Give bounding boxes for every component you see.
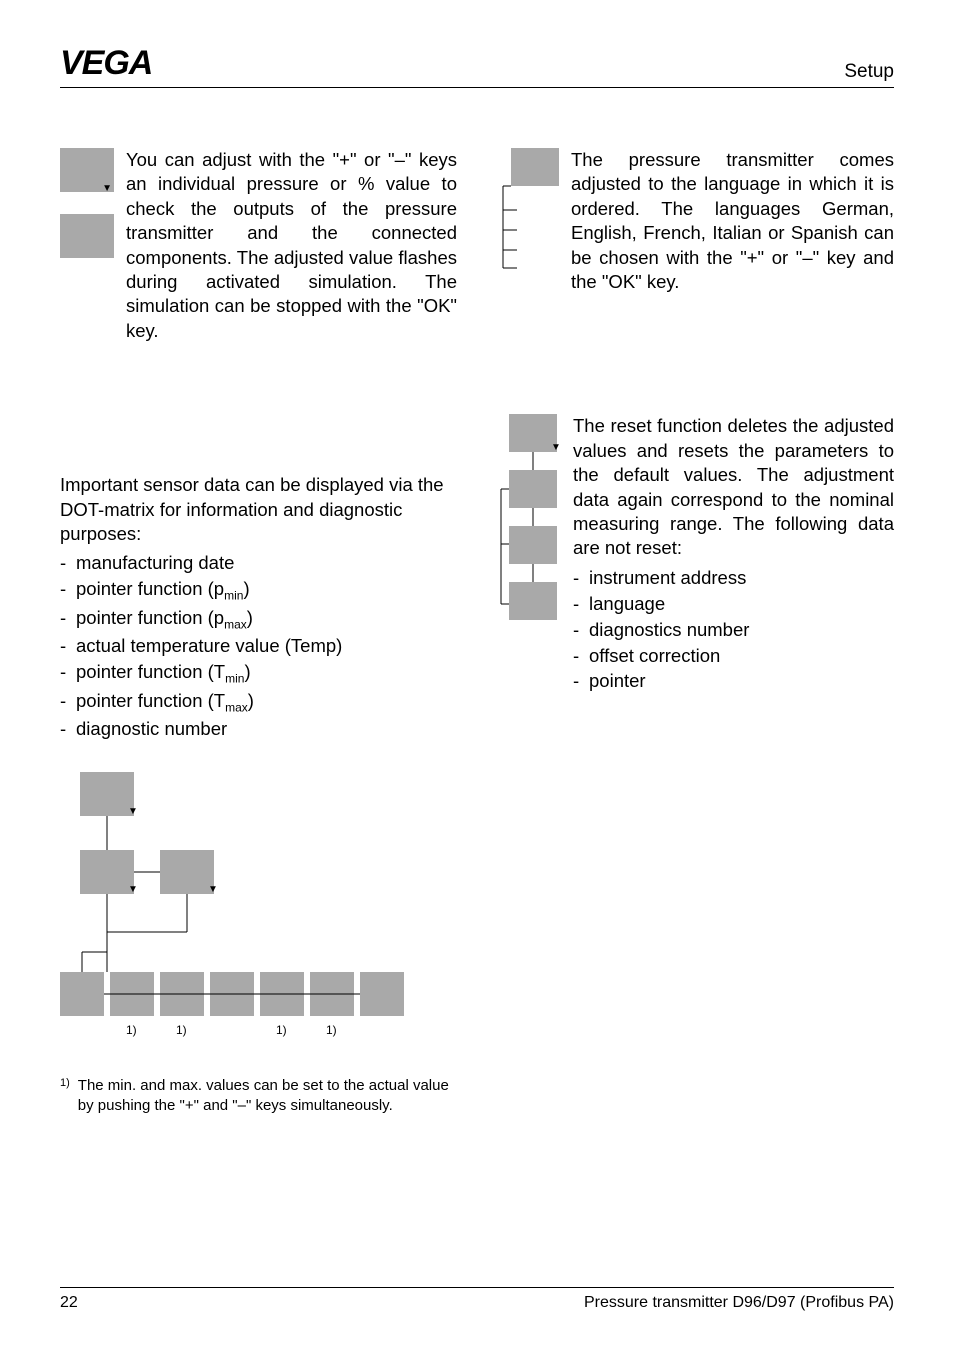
svg-text:▼: ▼ bbox=[208, 884, 218, 895]
language-text: The pressure transmitter comes adjusted … bbox=[571, 148, 894, 294]
footer-title: Pressure transmitter D96/D97 (Profibus P… bbox=[584, 1294, 894, 1312]
page-header: VEGA Setup bbox=[60, 44, 894, 88]
simulation-text: You can adjust with the "+" or "–" keys … bbox=[126, 148, 457, 343]
list-item: -manufacturing date bbox=[60, 550, 457, 576]
info-intro: Important sensor data can be displayed v… bbox=[60, 473, 457, 546]
header-section-title: Setup bbox=[844, 61, 894, 83]
simulation-icon-stack: ▼ bbox=[60, 148, 114, 343]
diag-footnote-mark: 1) bbox=[326, 1023, 337, 1037]
reset-icon-stack: ▼ bbox=[497, 414, 561, 694]
diag-footnote-mark: 1) bbox=[176, 1023, 187, 1037]
list-item: -pointer function (Tmin) bbox=[60, 659, 457, 687]
diagram-svg: ▼ ▼ ▼ bbox=[60, 772, 420, 1062]
left-column: ▼ You can adjust with the "+" or "–" key… bbox=[60, 148, 457, 1117]
logo: VEGA bbox=[60, 44, 152, 83]
footnote-mark: 1) bbox=[60, 1076, 70, 1117]
list-item: -instrument address bbox=[573, 565, 894, 591]
reset-tree-icon: ▼ bbox=[497, 414, 561, 634]
diag-footnote-mark: 1) bbox=[126, 1023, 137, 1037]
diag-footnote-mark: 1) bbox=[276, 1023, 287, 1037]
svg-text:▼: ▼ bbox=[551, 442, 561, 453]
list-item: -pointer bbox=[573, 668, 894, 694]
menu-box-icon: ▼ bbox=[60, 148, 114, 192]
lang-tree-icon bbox=[497, 148, 559, 288]
reset-block: ▼ The reset function deletes the adjuste… bbox=[497, 414, 894, 694]
list-item: -pointer function (pmax) bbox=[60, 605, 457, 633]
page-number: 22 bbox=[60, 1294, 78, 1312]
right-column: The pressure transmitter comes adjusted … bbox=[497, 148, 894, 1117]
list-item: -offset correction bbox=[573, 643, 894, 669]
menu-box-icon bbox=[60, 214, 114, 258]
svg-text:▼: ▼ bbox=[128, 806, 138, 817]
footnote: 1) The min. and max. values can be set t… bbox=[60, 1076, 457, 1117]
list-item: -language bbox=[573, 591, 894, 617]
arrow-down-icon: ▼ bbox=[102, 183, 112, 194]
list-item: -pointer function (pmin) bbox=[60, 576, 457, 604]
info-list: -manufacturing date -pointer function (p… bbox=[60, 550, 457, 742]
info-diagram: ▼ ▼ ▼ bbox=[60, 772, 457, 1062]
svg-text:▼: ▼ bbox=[128, 884, 138, 895]
list-item: -pointer function (Tmax) bbox=[60, 688, 457, 716]
list-item: -actual temperature value (Temp) bbox=[60, 633, 457, 659]
footnote-text: The min. and max. values can be set to t… bbox=[78, 1076, 457, 1117]
simulation-block: ▼ You can adjust with the "+" or "–" key… bbox=[60, 148, 457, 343]
reset-text: The reset function deletes the adjusted … bbox=[573, 414, 894, 560]
reset-list: -instrument address -language -diagnosti… bbox=[573, 565, 894, 694]
list-item: -diagnostic number bbox=[60, 716, 457, 742]
language-icon-stack bbox=[497, 148, 559, 294]
language-block: The pressure transmitter comes adjusted … bbox=[497, 148, 894, 294]
list-item: -diagnostics number bbox=[573, 617, 894, 643]
content-columns: ▼ You can adjust with the "+" or "–" key… bbox=[60, 148, 894, 1117]
page-footer: 22 Pressure transmitter D96/D97 (Profibu… bbox=[60, 1287, 894, 1312]
